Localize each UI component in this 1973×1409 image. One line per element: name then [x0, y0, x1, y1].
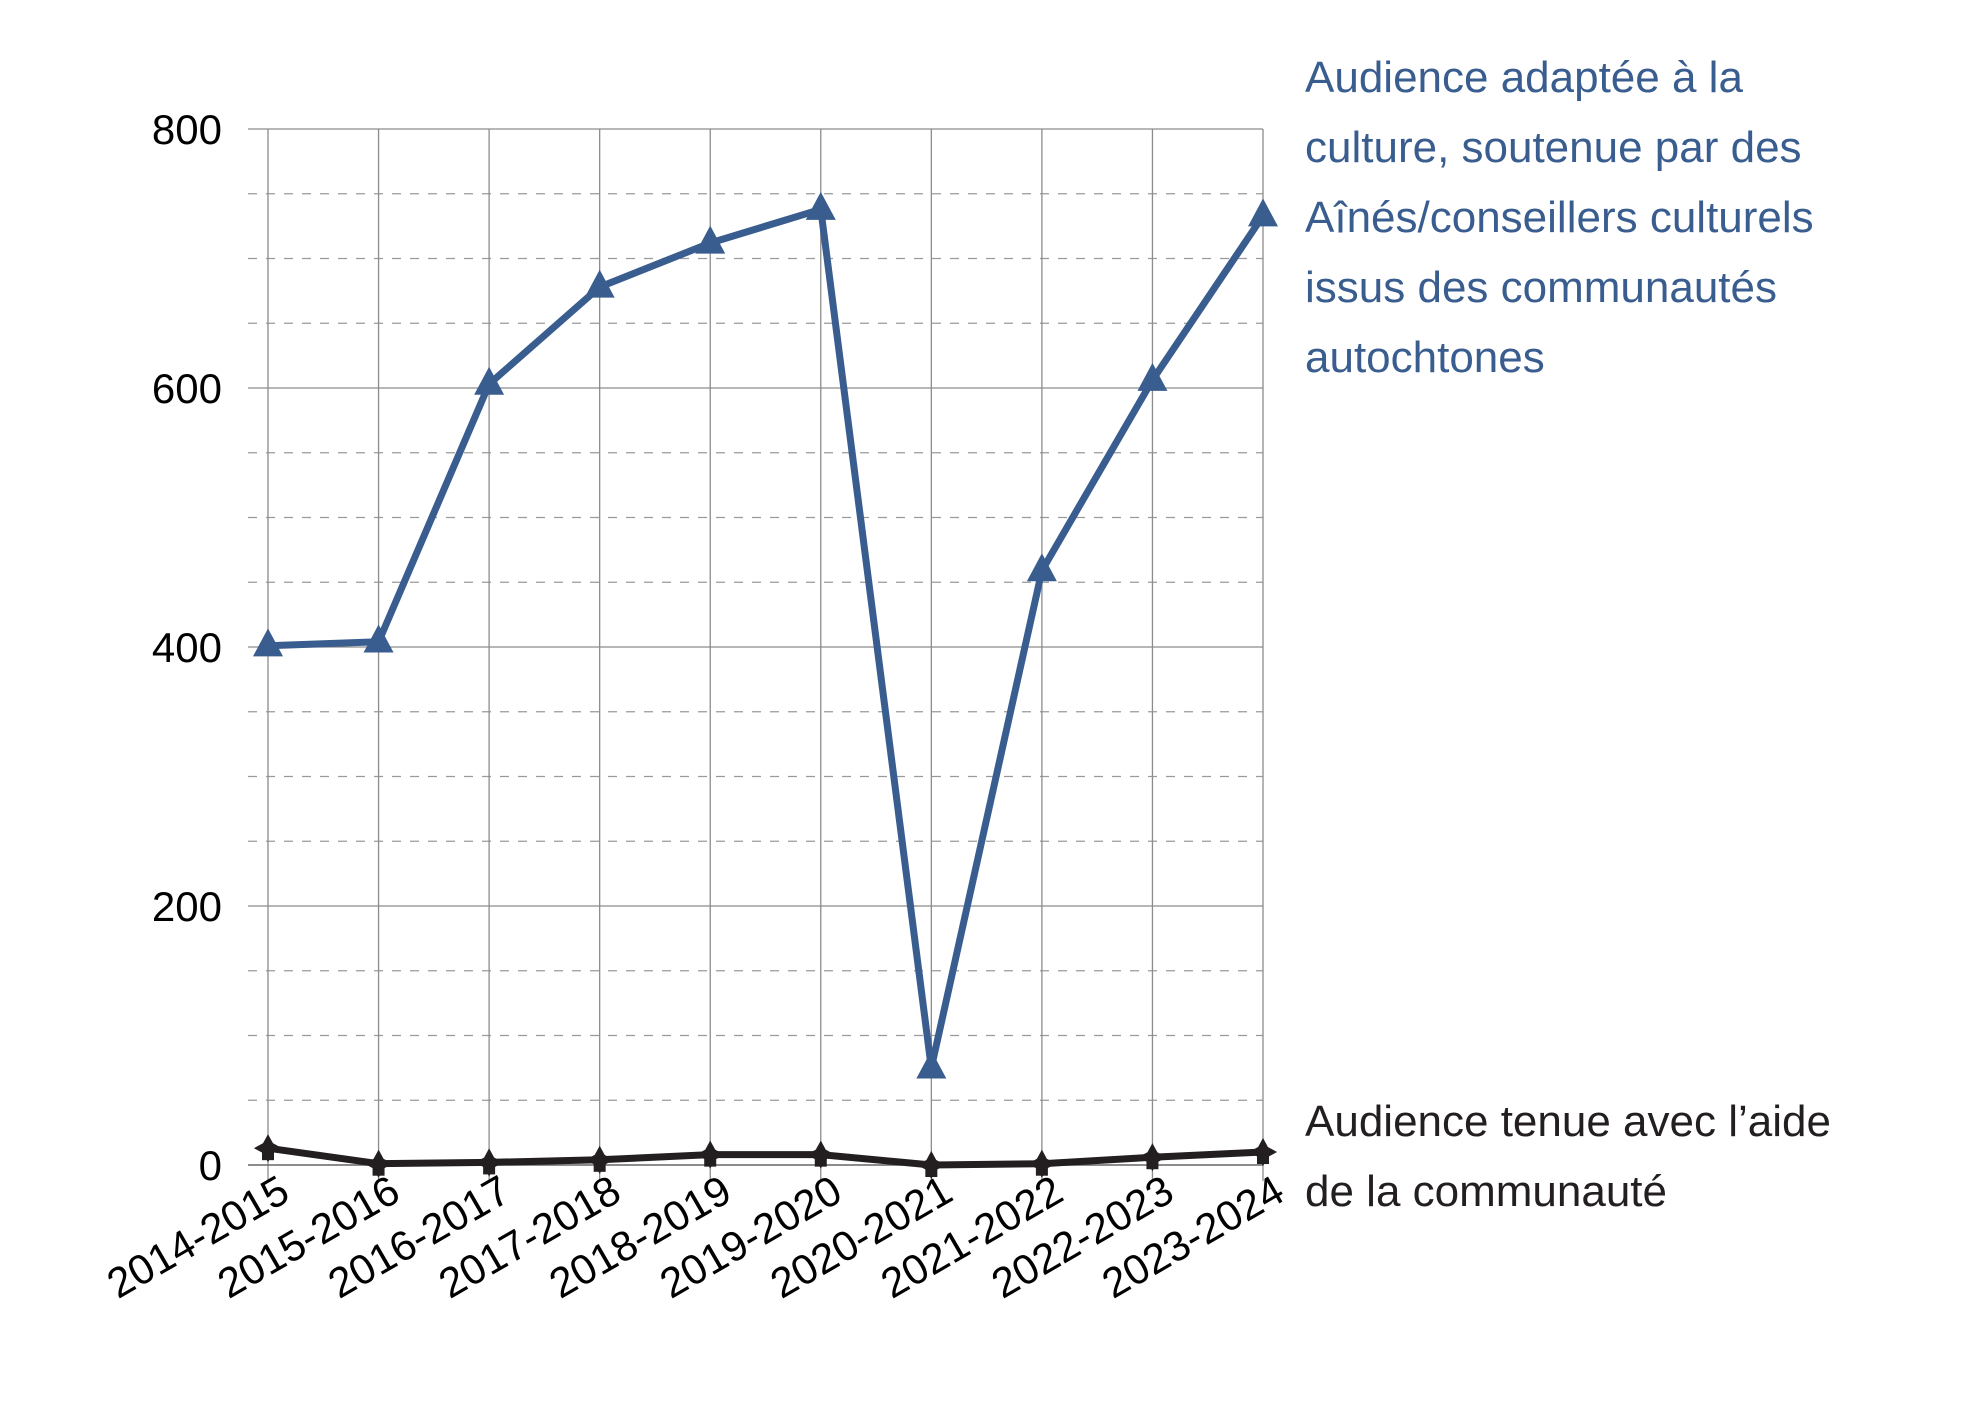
data-point-marker-base — [372, 1165, 385, 1176]
series-label-community-audience: Audience tenue avec l’aide de la communa… — [1305, 1087, 1831, 1227]
data-point-marker-base — [814, 1156, 827, 1167]
y-tick-label: 0 — [199, 1142, 222, 1189]
data-point-marker-base — [704, 1156, 717, 1167]
y-tick-label: 600 — [152, 365, 222, 412]
data-point-marker-base — [593, 1161, 606, 1172]
data-point-marker — [474, 366, 505, 395]
series-label-line: autochtones — [1305, 333, 1545, 382]
data-point-marker — [584, 269, 615, 298]
series-label-line: Aînés/conseillers culturels — [1305, 193, 1814, 242]
series-label-line: Audience adaptée à la — [1305, 53, 1743, 102]
x-axis-tick-labels: 2014-20152015-20162016-20172017-20182018… — [99, 1166, 1291, 1307]
y-axis-tick-labels: 0 200 400 600 800 — [152, 106, 222, 1189]
minor-gridlines — [248, 193, 1263, 1101]
series-label-cultural-audience: Audience adaptée à la culture, soutenue … — [1305, 43, 1814, 393]
data-point-marker-base — [483, 1164, 496, 1175]
series-label-line: issus des communautés — [1305, 263, 1777, 312]
y-tick-label: 800 — [152, 106, 222, 153]
data-point-marker-base — [1257, 1154, 1269, 1165]
data-point-marker — [1137, 362, 1168, 391]
series-1 — [253, 1134, 1278, 1180]
data-point-marker — [253, 628, 283, 657]
series-layer — [253, 191, 1278, 1180]
y-tick-label: 200 — [152, 883, 222, 930]
series-line — [264, 1144, 1267, 1169]
data-point-marker-base — [1035, 1165, 1048, 1176]
data-point-marker — [1026, 553, 1057, 582]
series-line — [264, 205, 1267, 1072]
major-gridlines — [248, 128, 1264, 1181]
series-label-line: Audience tenue avec l’aide — [1305, 1097, 1831, 1146]
data-point-marker-base — [1146, 1159, 1159, 1170]
data-point-marker — [805, 191, 836, 220]
series-0 — [253, 191, 1278, 1079]
data-point-marker — [1248, 198, 1278, 227]
data-point-marker — [363, 624, 394, 653]
series-label-line: culture, soutenue par des — [1305, 123, 1802, 172]
data-point-marker — [695, 225, 726, 254]
y-tick-label: 400 — [152, 624, 222, 671]
data-point-marker-base — [262, 1150, 274, 1161]
data-point-marker-base — [925, 1167, 938, 1177]
data-point-marker — [916, 1050, 947, 1079]
series-label-line: de la communauté — [1305, 1167, 1667, 1216]
data-point-marker — [253, 1134, 283, 1163]
